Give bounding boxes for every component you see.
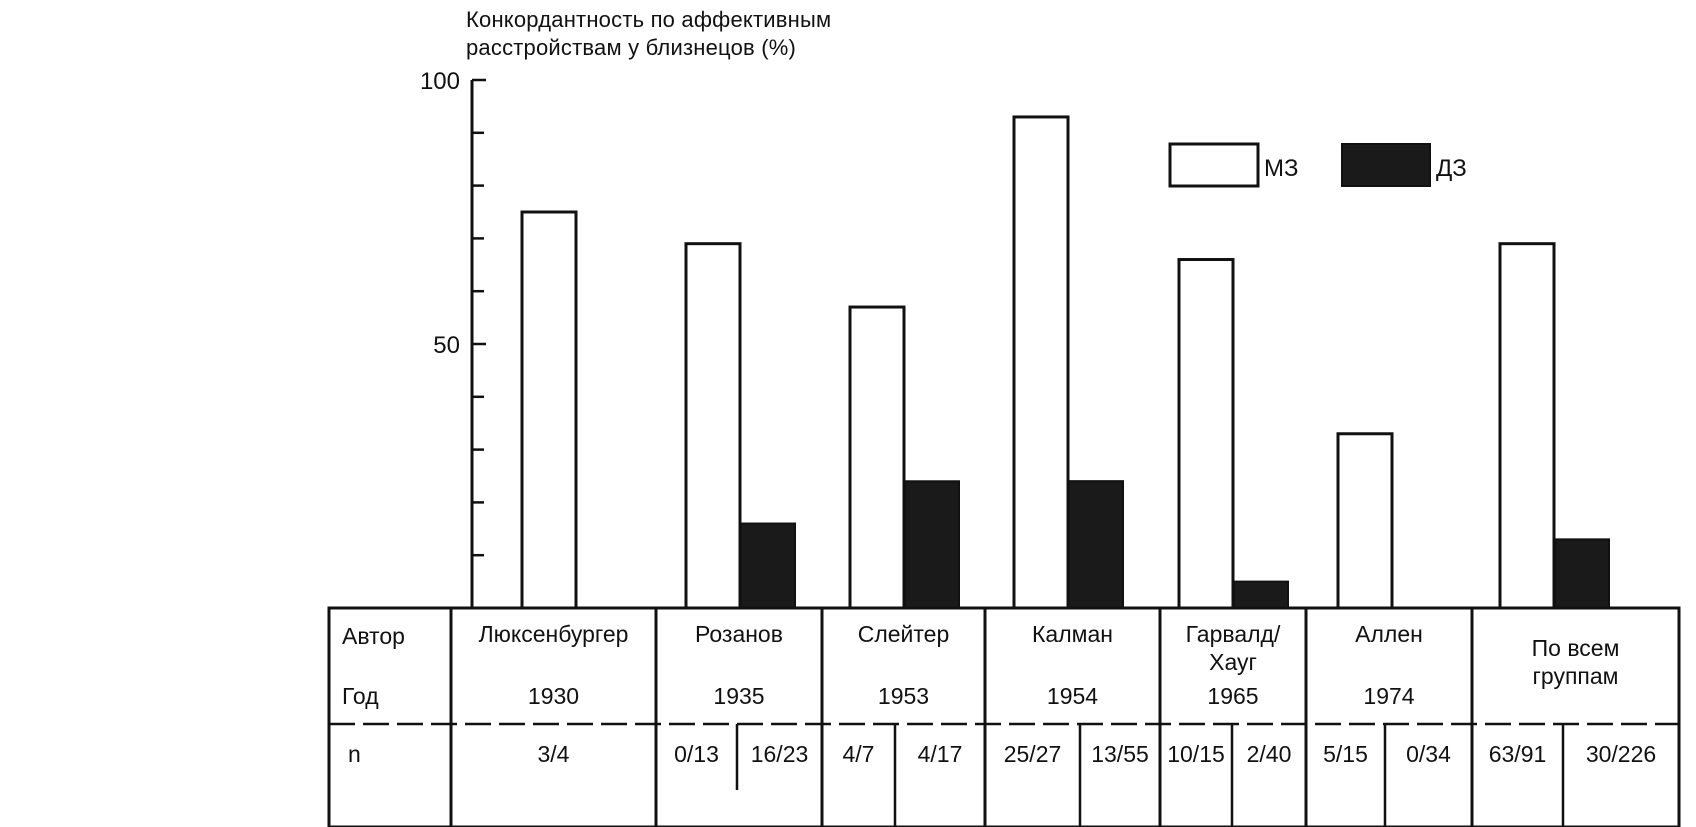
bar-dz — [904, 480, 960, 609]
table-author: По всем — [1532, 635, 1620, 661]
table-author: Аллен — [1355, 621, 1423, 647]
table-n-mz: 0/13 — [674, 741, 719, 767]
table-n-dz: 30/226 — [1586, 741, 1656, 767]
table-author: Розанов — [695, 621, 783, 647]
table-author: Хауг — [1209, 649, 1257, 675]
table-n-dz: 4/17 — [918, 741, 963, 767]
chart-title-line-1: Конкордантность по аффективным — [466, 7, 832, 32]
table-year: 1965 — [1207, 683, 1258, 709]
row-label-author: Автор — [342, 623, 405, 649]
table-n-dz: 0/34 — [1406, 741, 1451, 767]
bar-dz — [1068, 480, 1124, 609]
table-n-mz: 5/15 — [1323, 741, 1368, 767]
table-author: Гарвалд/ — [1186, 621, 1281, 647]
legend-label-dz: ДЗ — [1436, 155, 1467, 182]
table-year: 1974 — [1363, 683, 1414, 709]
table-author: Калман — [1032, 621, 1113, 647]
y-tick-label: 50 — [433, 332, 460, 359]
y-tick-label: 100 — [420, 68, 460, 95]
table-author: Люксенбургер — [479, 621, 629, 647]
bars — [520, 115, 1610, 610]
table-n: 3/4 — [538, 741, 570, 767]
legend-label-mz: МЗ — [1264, 155, 1299, 182]
legend-swatch-dz — [1341, 143, 1431, 187]
table-n-mz: 25/27 — [1004, 741, 1062, 767]
legend-swatch-mz — [1168, 142, 1260, 188]
table-year: 1935 — [713, 683, 764, 709]
data-table: Автор Год n Люксенбургер 1930 3/4 Розанов 1935 0… — [327, 606, 1681, 827]
bar-mz — [1177, 258, 1235, 610]
bar-dz — [740, 522, 796, 610]
bar-dz — [1233, 580, 1289, 609]
bar-mz — [1012, 115, 1070, 610]
chart-title: Конкордантность по аффективным расстройс… — [466, 6, 831, 62]
bar-mz — [1498, 242, 1556, 610]
row-label-year: Год — [342, 683, 379, 709]
chart-title-line-2: расстройствам у близнецов (%) — [466, 35, 797, 60]
table-n-dz: 2/40 — [1247, 741, 1292, 767]
table-n-dz: 13/55 — [1091, 741, 1149, 767]
table-year: 1930 — [528, 683, 579, 709]
table-border — [327, 606, 1681, 827]
table-author: группам — [1533, 663, 1619, 689]
legend: МЗ ДЗ — [1168, 142, 1467, 188]
table-n-mz: 10/15 — [1167, 741, 1225, 767]
table-author: Слейтер — [858, 621, 950, 647]
bar-mz — [1336, 432, 1394, 610]
bar-mz — [520, 210, 578, 610]
table-n-dz: 16/23 — [751, 741, 809, 767]
table-n-mz: 63/91 — [1489, 741, 1547, 767]
bar-mz — [684, 242, 742, 610]
table-n-mz: 4/7 — [843, 741, 875, 767]
row-label-n: n — [348, 741, 361, 767]
bar-mz — [848, 305, 906, 610]
y-axis: 100 50 — [420, 68, 486, 608]
bar-dz — [1554, 538, 1610, 609]
table-year: 1954 — [1047, 683, 1098, 709]
table-year: 1953 — [878, 683, 929, 709]
